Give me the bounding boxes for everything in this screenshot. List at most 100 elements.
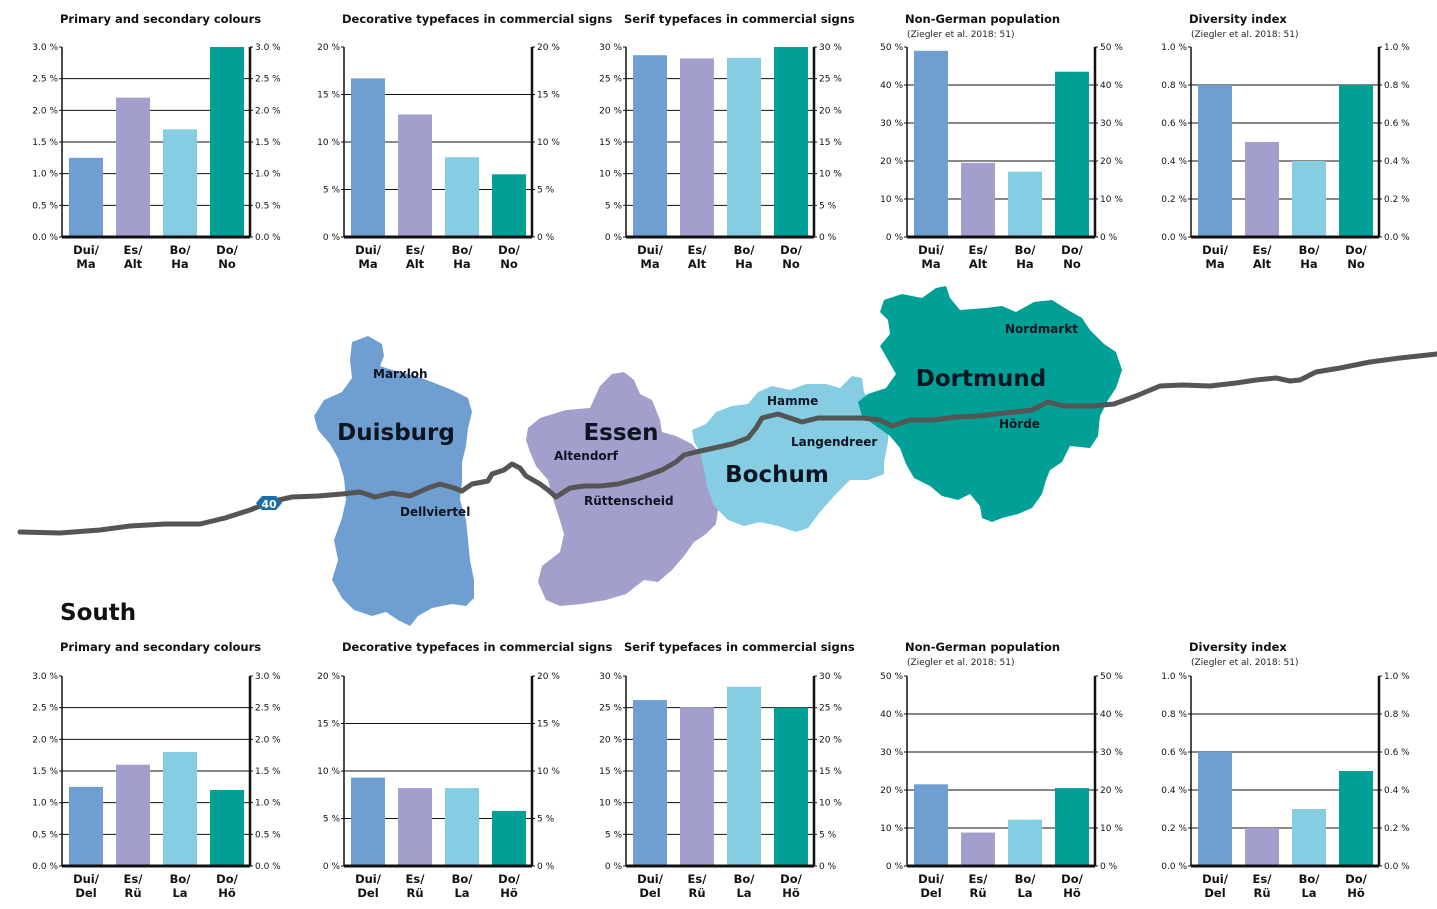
bar xyxy=(727,57,761,238)
a40-motorway xyxy=(17,351,1437,536)
tick-label-left: 2.5 % xyxy=(32,704,58,714)
bar xyxy=(961,832,995,866)
district-nordmarkt: Nordmarkt xyxy=(1005,322,1078,336)
tick-label-left: 0.0 % xyxy=(1161,862,1187,872)
tick-label-left: 10 % xyxy=(880,195,903,205)
bar xyxy=(351,777,385,866)
tick-label-right: 50 % xyxy=(1100,672,1123,682)
category-label: Es/Alt xyxy=(406,243,426,271)
category-label: Es/Rü xyxy=(969,872,989,900)
tick-label-right: 20 % xyxy=(1100,786,1123,796)
category-label: Dui/Ma xyxy=(1202,243,1229,271)
tick-label-left: 2.5 % xyxy=(32,75,58,85)
tick-label-right: 0.5 % xyxy=(255,201,281,211)
tick-label-left: 0.0 % xyxy=(32,862,58,872)
tick-label-right: 30 % xyxy=(819,672,842,682)
chart-3: Serif typefaces in commercial signs 0 % 0 … xyxy=(599,12,855,271)
category-label: Dui/Ma xyxy=(355,243,382,271)
tick-label-right: 0.0 % xyxy=(255,862,281,872)
category-label: Bo/Ha xyxy=(452,243,474,271)
section-label-south: South xyxy=(60,600,137,626)
tick-label-left: 15 % xyxy=(599,767,622,777)
district-marxloh: Marxloh xyxy=(373,367,428,381)
tick-label-right: 0 % xyxy=(819,862,837,872)
tick-label-right: 0.2 % xyxy=(1384,824,1410,834)
bar xyxy=(727,686,761,866)
category-label: Bo/La xyxy=(1299,872,1321,900)
tick-label-left: 1.5 % xyxy=(32,767,58,777)
tick-label-left: 5 % xyxy=(323,815,341,825)
category-label: Es/Rü xyxy=(124,872,144,900)
category-label: Do/No xyxy=(1061,243,1083,271)
tick-label-right: 3.0 % xyxy=(255,43,281,53)
tick-label-right: 0.5 % xyxy=(255,830,281,840)
city-duisburg: Duisburg xyxy=(337,420,455,446)
tick-label-right: 20 % xyxy=(537,43,560,53)
chart-7: Decorative typefaces in commercial signs… xyxy=(317,640,612,900)
category-label: Do/Hö xyxy=(1345,872,1367,900)
tick-label-left: 3.0 % xyxy=(32,672,58,682)
category-label: Dui/Ma xyxy=(637,243,664,271)
chart-source: (Ziegler et al. 2018: 51) xyxy=(1191,658,1298,668)
tick-label-right: 40 % xyxy=(1100,710,1123,720)
tick-label-right: 5 % xyxy=(819,201,837,211)
category-label: Do/No xyxy=(498,243,520,271)
tick-label-right: 10 % xyxy=(537,767,560,777)
essen-area xyxy=(526,372,718,606)
tick-label-right: 0.8 % xyxy=(1384,81,1410,91)
chart-4: Non-German population (Ziegler et al. 201… xyxy=(880,12,1123,271)
tick-label-left: 0 % xyxy=(605,862,623,872)
tick-label-left: 10 % xyxy=(599,170,622,180)
bar xyxy=(398,788,432,866)
category-label: Dui/Del xyxy=(355,872,382,900)
tick-label-left: 1.5 % xyxy=(32,138,58,148)
tick-label-right: 30 % xyxy=(819,43,842,53)
tick-label-left: 0.5 % xyxy=(32,830,58,840)
bar xyxy=(1339,85,1373,237)
bar xyxy=(1008,819,1042,866)
tick-label-left: 10 % xyxy=(317,138,340,148)
tick-label-left: 1.0 % xyxy=(32,799,58,809)
tick-label-left: 40 % xyxy=(880,710,903,720)
bar xyxy=(398,114,432,237)
bar xyxy=(210,47,244,237)
tick-label-right: 1.0 % xyxy=(255,170,281,180)
tick-label-right: 0 % xyxy=(537,233,555,243)
tick-label-right: 2.0 % xyxy=(255,735,281,745)
chart-title: Diversity index xyxy=(1189,12,1287,26)
tick-label-left: 20 % xyxy=(317,672,340,682)
bar xyxy=(1292,161,1326,237)
bar xyxy=(163,752,197,866)
chart-title: Decorative typefaces in commercial signs xyxy=(342,640,612,654)
tick-label-left: 1.0 % xyxy=(1161,43,1187,53)
tick-label-left: 2.0 % xyxy=(32,106,58,116)
chart-title: Non-German population xyxy=(905,640,1060,654)
tick-label-left: 2.0 % xyxy=(32,735,58,745)
tick-label-left: 30 % xyxy=(599,672,622,682)
chart-8: Serif typefaces in commercial signs 0 % 0 … xyxy=(599,640,855,900)
tick-label-right: 5 % xyxy=(537,186,555,196)
tick-label-right: 0.6 % xyxy=(1384,748,1410,758)
chart-5: Diversity index (Ziegler et al. 2018: 51)… xyxy=(1161,12,1410,271)
tick-label-left: 0.6 % xyxy=(1161,748,1187,758)
tick-label-left: 30 % xyxy=(880,748,903,758)
bar xyxy=(69,786,103,866)
tick-label-right: 10 % xyxy=(537,138,560,148)
category-label: Es/Rü xyxy=(1253,872,1273,900)
tick-label-right: 10 % xyxy=(819,799,842,809)
bar xyxy=(914,784,948,866)
bar xyxy=(680,58,714,238)
tick-label-left: 0.4 % xyxy=(1161,157,1187,167)
duisburg-area xyxy=(314,336,474,626)
tick-label-right: 0.6 % xyxy=(1384,119,1410,129)
bar xyxy=(633,700,667,866)
tick-label-left: 20 % xyxy=(317,43,340,53)
tick-label-left: 20 % xyxy=(599,735,622,745)
category-label: Bo/Ha xyxy=(170,243,192,271)
category-label: Es/Alt xyxy=(969,243,989,271)
tick-label-left: 30 % xyxy=(880,119,903,129)
chart-source: (Ziegler et al. 2018: 51) xyxy=(907,658,1014,668)
bar xyxy=(116,97,150,238)
tick-label-right: 1.5 % xyxy=(255,138,281,148)
category-label: Bo/Ha xyxy=(1299,243,1321,271)
